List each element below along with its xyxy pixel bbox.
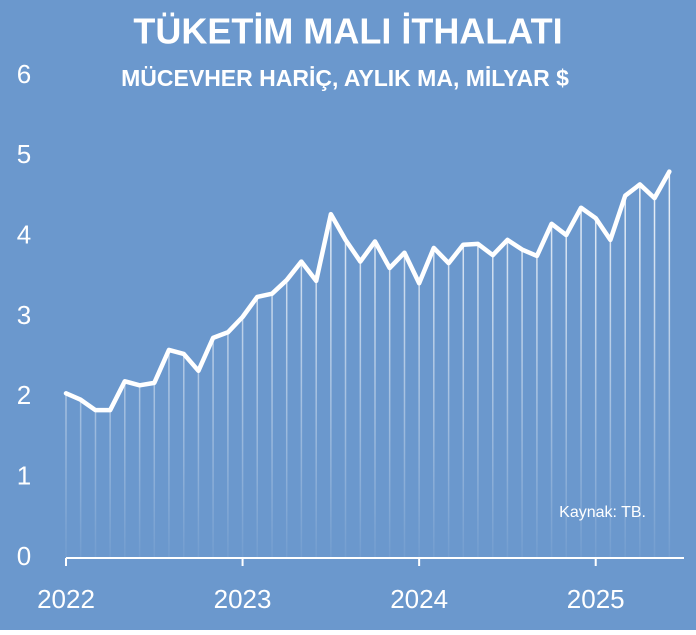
source-note: Kaynak: TB. — [559, 504, 646, 521]
x-tick-label: 2024 — [390, 584, 448, 614]
y-tick-label: 5 — [17, 139, 31, 169]
x-tick-label: 2022 — [37, 584, 95, 614]
y-tick-label: 1 — [17, 461, 31, 491]
x-tick-label: 2025 — [567, 584, 625, 614]
y-tick-label: 2 — [17, 380, 31, 410]
chart-subtitle: MÜCEVHER HARİÇ, AYLIK MA, MİLYAR $ — [121, 65, 569, 91]
data-line — [63, 169, 672, 413]
y-tick-label: 3 — [17, 300, 31, 330]
x-tick-label: 2023 — [214, 584, 272, 614]
y-tick-label: 4 — [17, 220, 31, 250]
y-tick-label: 6 — [17, 59, 31, 89]
y-tick-label: 0 — [17, 541, 31, 571]
chart-title: TÜKETİM MALI İTHALATI — [133, 11, 562, 52]
